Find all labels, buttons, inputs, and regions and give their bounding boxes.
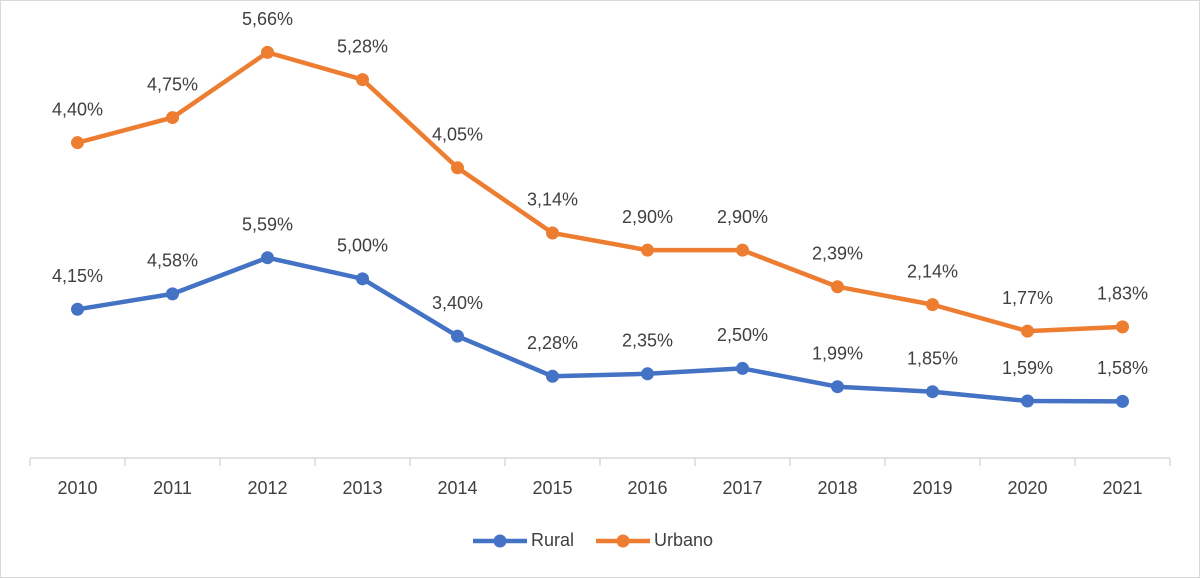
legend-marker: [493, 534, 507, 548]
data-label: 4,05%: [432, 125, 483, 145]
x-tick-label: 2016: [627, 478, 667, 498]
x-tick-label: 2014: [437, 478, 477, 498]
data-point: [356, 272, 369, 286]
data-point: [166, 111, 179, 125]
x-tick-label: 2019: [912, 478, 952, 498]
legend-label: Rural: [531, 530, 574, 550]
data-label: 2,14%: [907, 261, 958, 281]
data-label: 5,00%: [337, 236, 388, 256]
data-label: 4,40%: [52, 99, 103, 119]
data-label: 1,83%: [1097, 284, 1148, 304]
x-tick-label: 2013: [342, 478, 382, 498]
data-point: [641, 243, 654, 257]
data-label: 2,90%: [717, 207, 768, 227]
data-point: [831, 380, 844, 394]
data-label: 1,85%: [907, 348, 958, 368]
data-point: [71, 136, 84, 150]
data-label: 2,50%: [717, 325, 768, 345]
data-point: [261, 251, 274, 265]
data-point: [356, 73, 369, 87]
data-label: 2,90%: [622, 207, 673, 227]
data-label: 4,15%: [52, 266, 103, 286]
data-point: [1021, 324, 1034, 338]
data-label: 2,35%: [622, 331, 673, 351]
data-point: [926, 385, 939, 399]
data-label: 5,59%: [242, 214, 293, 234]
x-tick-label: 2010: [57, 478, 97, 498]
data-point: [926, 298, 939, 312]
data-point: [451, 161, 464, 175]
data-label: 3,40%: [432, 293, 483, 313]
data-label: 1,58%: [1097, 358, 1148, 378]
data-label: 4,75%: [147, 74, 198, 94]
x-tick-label: 2020: [1007, 478, 1047, 498]
x-tick-label: 2011: [153, 478, 192, 498]
series-line: [77, 255, 1123, 404]
data-point: [546, 369, 559, 383]
data-label: 1,77%: [1002, 288, 1053, 308]
data-point: [831, 280, 844, 294]
data-point: [1021, 394, 1034, 408]
data-point: [166, 287, 179, 301]
x-tick-label: 2015: [532, 478, 572, 498]
data-label: 3,14%: [527, 190, 578, 210]
data-point: [1116, 320, 1129, 334]
data-point: [736, 243, 749, 257]
data-label: 1,99%: [812, 343, 863, 363]
data-label: 5,66%: [242, 9, 293, 29]
data-point: [261, 45, 274, 59]
data-label: 1,59%: [1002, 358, 1053, 378]
series-line: [76, 50, 1123, 334]
data-label: 2,28%: [527, 333, 578, 353]
data-label: 5,28%: [337, 36, 388, 56]
data-point: [641, 367, 654, 381]
data-label: 2,39%: [812, 243, 863, 263]
x-tick-label: 2012: [247, 478, 287, 498]
legend-label: Urbano: [654, 530, 713, 550]
data-point: [451, 329, 464, 343]
data-label: 4,58%: [147, 251, 198, 271]
data-point: [736, 361, 749, 375]
legend-marker: [616, 534, 630, 548]
data-point: [546, 226, 559, 240]
x-tick-label: 2018: [817, 478, 857, 498]
data-point: [1116, 394, 1129, 408]
data-point: [71, 302, 84, 316]
x-tick-label: 2017: [722, 478, 762, 498]
x-tick-label: 2021: [1102, 478, 1142, 498]
